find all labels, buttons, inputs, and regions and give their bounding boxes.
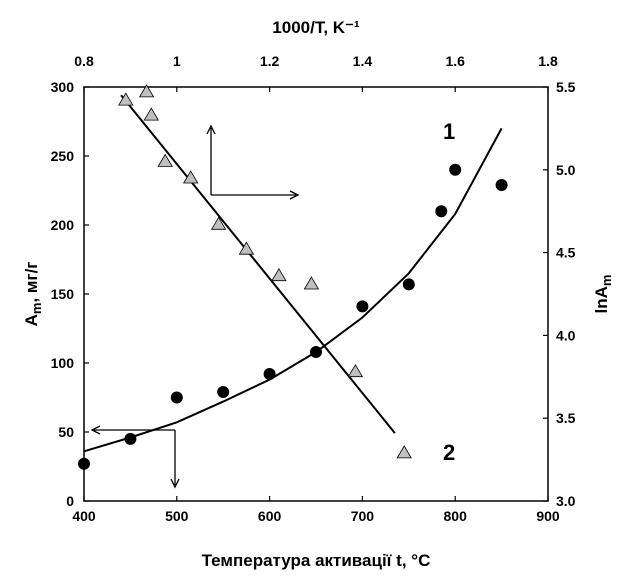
series-1-point (124, 432, 137, 445)
x-bottom-tick-label: 400 (72, 508, 96, 524)
curve-label-2: 2 (443, 440, 455, 465)
x-top-tick-label: 1 (173, 53, 181, 69)
x-bottom-tick-label: 700 (351, 508, 375, 524)
x-axis-title-bottom: Температура активації t, °C (202, 551, 431, 570)
y-axis-title-left-sub: m (29, 303, 44, 315)
x-top-tick-label: 1.4 (353, 53, 373, 69)
x-top-tick-label: 1.8 (538, 53, 558, 69)
y-right-tick-label: 5.5 (556, 79, 576, 95)
y-left-tick-label: 200 (51, 217, 75, 233)
series-1-point (78, 457, 90, 470)
y-left-tick-label: 300 (51, 79, 75, 95)
series-1-point (435, 205, 448, 218)
series-2-point (347, 364, 364, 378)
series-2-point (210, 216, 227, 230)
y-axis-title-right-main: lnA (592, 286, 611, 313)
series-2-point (271, 268, 287, 282)
x-bottom-tick-label: 800 (444, 508, 468, 524)
y-axis-title-left: Am, мг/г (22, 262, 44, 327)
x-bottom-tick-label: 500 (165, 508, 189, 524)
series-2-point (396, 445, 412, 459)
svg-text:Am, мг/г: Am, мг/г (22, 262, 44, 327)
series-1-point (402, 278, 415, 291)
y-right-tick-label: 5.0 (556, 162, 576, 178)
series-2-point (138, 84, 155, 98)
y-left-tick-label: 100 (51, 355, 75, 371)
y-right-tick-label: 3.0 (556, 493, 576, 509)
y-axis-title-right-sub: m (599, 275, 614, 287)
y-right-tick-label: 4.0 (556, 327, 576, 343)
x-axis-title-top: 1000/T, K⁻¹ (272, 18, 360, 37)
y-axis-title-left-main: A (22, 314, 41, 326)
x-top-tick-label: 1.2 (260, 53, 280, 69)
x-top-tick-label: 1.6 (445, 53, 465, 69)
y-axis-title-left-rest: , мг/г (22, 262, 41, 303)
arrow-to-left-axis (90, 425, 180, 489)
series-1-point (495, 178, 508, 191)
series-2-point (143, 107, 159, 121)
curve-label-1: 1 (443, 119, 455, 144)
series-2-point (157, 153, 173, 167)
series-2-point (118, 92, 134, 106)
plot-frame (83, 86, 549, 502)
ticks-layer: 400 500 600 700 800 900 0.8 1 1.2 1.4 1.6 1.8 0 50 100… (51, 53, 576, 524)
y-axis-title-right: lnAm (592, 275, 614, 314)
series-1-fit-curve (83, 127, 503, 453)
series-1-point (356, 300, 369, 313)
y-right-tick-label: 4.5 (556, 245, 576, 261)
series-1-point (170, 391, 183, 404)
arrow-to-right-axis (206, 124, 300, 200)
series-1-point (449, 163, 462, 176)
svg-text:lnAm: lnAm (592, 275, 614, 314)
series-1-point (310, 345, 322, 358)
series-2-point (183, 170, 199, 184)
y-right-tick-label: 3.5 (556, 410, 576, 426)
series-1-point (217, 385, 230, 398)
y-left-tick-label: 150 (51, 286, 75, 302)
y-left-tick-label: 250 (51, 148, 75, 164)
x-bottom-tick-label: 600 (258, 508, 282, 524)
series-2-point (303, 276, 320, 290)
x-top-tick-label: 0.8 (74, 53, 94, 69)
series-2-point (238, 241, 255, 255)
series-2-fit-line (120, 94, 396, 434)
x-bottom-tick-label: 900 (536, 508, 560, 524)
y-left-tick-label: 50 (58, 424, 74, 440)
y-left-tick-label: 0 (66, 493, 74, 509)
series-1-point (263, 368, 276, 381)
